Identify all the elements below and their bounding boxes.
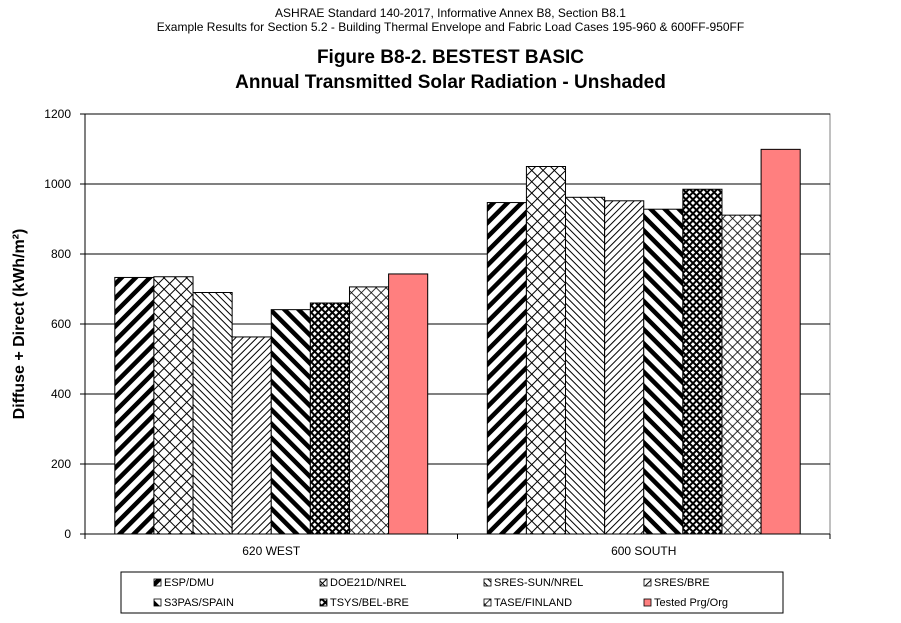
legend-item: S3PAS/SPAIN	[153, 597, 234, 609]
y-tick-labels: 0 200 400 600 800 1000 1200	[44, 107, 85, 541]
standard-reference-line: ASHRAE Standard 140-2017, Informative An…	[275, 6, 626, 20]
legend-item: TSYS/BEL-BRE	[319, 597, 409, 609]
legend-swatch	[483, 598, 492, 607]
legend-swatch	[483, 578, 492, 587]
chart-subtitle: Annual Transmitted Solar Radiation - Uns…	[235, 72, 666, 93]
x-tick-labels: 620 WEST 600 SOUTH	[84, 534, 831, 558]
y-tick-label: 800	[51, 247, 71, 261]
bar-tsys-bel-bre-620-west	[309, 302, 350, 535]
y-tick-label: 1200	[44, 107, 71, 121]
y-tick-label: 600	[51, 317, 71, 331]
x-tick-label: 600 SOUTH	[611, 544, 676, 558]
legend-label: DOE21D/NREL	[330, 577, 406, 589]
legend-label: Tested Prg/Org	[654, 597, 728, 609]
legend-label: TASE/FINLAND	[494, 597, 572, 609]
bar-s3pas-spain-600-south	[643, 208, 684, 535]
y-tick-label: 400	[51, 387, 71, 401]
y-tick-label: 200	[51, 457, 71, 471]
legend-item: Tested Prg/Org	[643, 597, 728, 609]
legend-swatch	[319, 578, 328, 587]
legend-swatch	[643, 578, 652, 587]
legend-box	[120, 571, 784, 614]
legend-item: TASE/FINLAND	[483, 597, 572, 609]
y-axis-label: Diffuse + Direct (kWh/m²)	[11, 229, 28, 420]
bar-tested-prg-org-600-south	[760, 148, 801, 535]
example-results-line: Example Results for Section 5.2 - Buildi…	[156, 20, 745, 34]
bar-tested-prg-org-620-west	[388, 273, 429, 535]
bar-doe21d-nrel-600-south	[525, 166, 567, 535]
bar-tase-finland-600-south	[721, 214, 762, 535]
legend-label: ESP/DMU	[164, 577, 214, 589]
bars-group	[114, 148, 801, 535]
bar-esp-dmu-620-west	[114, 276, 155, 535]
legend-item: SRES-SUN/NREL	[483, 577, 583, 589]
legend-label: SRES/BRE	[654, 577, 710, 589]
x-tick-label: 620 WEST	[242, 544, 301, 558]
bar-tase-finland-620-west	[348, 286, 390, 535]
bar-sres-bre-620-west	[231, 336, 272, 535]
y-tick-label: 0	[64, 527, 71, 541]
legend: ESP/DMU DOE21D/NREL SRES-SUN/NREL SRES/BRE S…	[120, 571, 784, 614]
bar-s3pas-spain-620-west	[270, 309, 311, 535]
legend-swatch	[153, 578, 162, 587]
bar-esp-dmu-600-south	[486, 202, 527, 535]
legend-swatch	[319, 598, 328, 607]
bar-sres-sun-nrel-600-south	[565, 196, 606, 535]
legend-swatch	[153, 598, 162, 607]
bar-sres-bre-600-south	[604, 200, 645, 535]
legend-swatch	[643, 598, 652, 607]
legend-item: SRES/BRE	[643, 577, 710, 589]
legend-label: SRES-SUN/NREL	[494, 577, 583, 589]
bar-sres-sun-nrel-620-west	[192, 292, 233, 535]
legend-label: TSYS/BEL-BRE	[330, 597, 409, 609]
chart-title: Figure B8-2. BESTEST BASIC	[316, 47, 585, 68]
bar-tsys-bel-bre-600-south	[682, 188, 723, 535]
bar-doe21d-nrel-620-west	[153, 276, 194, 535]
legend-item: DOE21D/NREL	[319, 577, 406, 589]
legend-item: ESP/DMU	[153, 577, 214, 589]
y-tick-label: 1000	[44, 177, 71, 191]
legend-label: S3PAS/SPAIN	[164, 597, 234, 609]
